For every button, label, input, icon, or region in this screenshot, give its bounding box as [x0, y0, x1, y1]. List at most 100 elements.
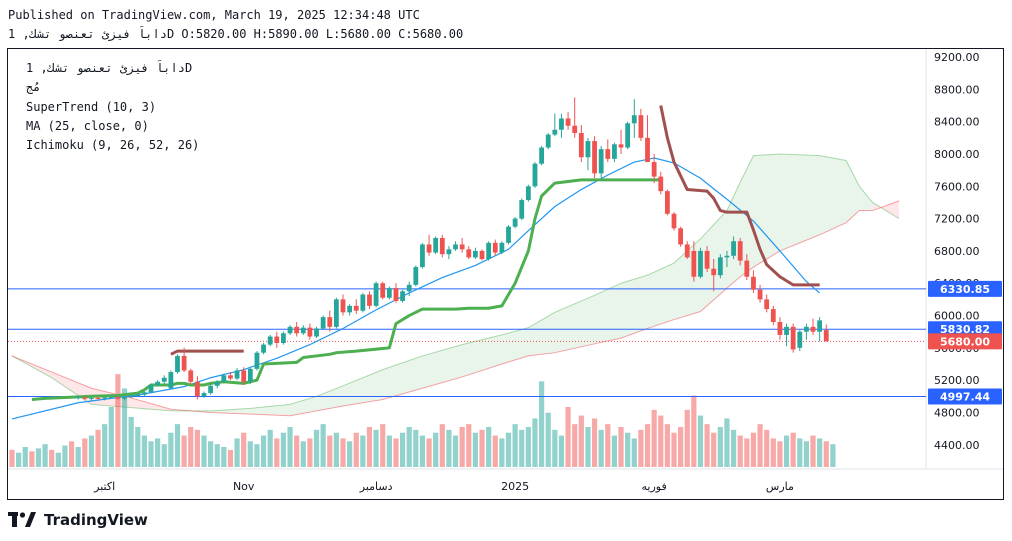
volume-bar: [155, 438, 161, 467]
supertrend-down-line: [170, 349, 244, 356]
legend-ma[interactable]: MA (25, close, 0): [26, 119, 149, 133]
volume-bar: [764, 429, 770, 467]
candle-body: [155, 381, 161, 385]
volume-bar: [466, 424, 472, 467]
volume-bar: [221, 447, 227, 467]
candle-body: [731, 241, 736, 256]
candle-body: [122, 396, 127, 399]
volume-bar: [68, 441, 75, 467]
volume-bar: [406, 427, 412, 467]
price-label-box: [928, 333, 1002, 350]
y-tick-label: 6800.00: [934, 245, 980, 258]
volume-bar: [638, 429, 644, 467]
volume-bar: [439, 424, 445, 467]
volume-bar: [300, 441, 306, 467]
candle-body: [261, 344, 266, 353]
volume-bar: [611, 435, 618, 467]
candle-body: [565, 118, 571, 126]
candle-body: [386, 288, 392, 298]
volume-bar: [35, 448, 42, 467]
y-tick-label: 7600.00: [934, 180, 980, 193]
ichimoku-cloud-segment: [462, 334, 502, 377]
ichimoku-cloud-segment: [819, 155, 847, 235]
candle-body: [698, 250, 703, 277]
price-label-box: [928, 280, 1002, 297]
volume-bar: [499, 438, 505, 467]
candle-body: [340, 299, 346, 313]
x-tick-label: اكتبر: [93, 480, 115, 493]
volume-bar: [572, 424, 578, 467]
volume-bar: [267, 429, 273, 467]
candle-body: [691, 250, 697, 277]
candle-body: [790, 326, 796, 350]
volume-bar: [181, 435, 187, 467]
volume-bar: [102, 424, 108, 467]
price-chart[interactable]: 9200.00 8800.00 8400.00 8000.00 7600.00 7200.…: [8, 49, 1003, 499]
candle-body: [658, 176, 664, 192]
volume-bar: [817, 438, 823, 467]
y-tick-label: 8800.00: [934, 83, 980, 96]
candle-body: [784, 326, 789, 335]
volume-bar: [214, 444, 220, 467]
volume-bar: [307, 438, 313, 467]
candle-body: [254, 352, 260, 369]
candle-body: [102, 397, 108, 399]
candle-body: [466, 249, 472, 258]
tradingview-logo[interactable]: TradingView: [8, 511, 148, 529]
candle-body: [446, 249, 452, 255]
volume-bar: [744, 438, 750, 467]
candle-body: [95, 397, 101, 399]
ichimoku-cloud-segment: [250, 404, 291, 416]
volume-bar: [62, 445, 68, 467]
legend-supertrend[interactable]: SuperTrend (10, 3): [26, 100, 157, 114]
candle-body: [631, 115, 637, 124]
candle-body: [764, 299, 770, 310]
candle-body: [234, 370, 240, 379]
volume-bar: [313, 429, 320, 467]
candle-body: [247, 368, 253, 382]
volume-bar: [539, 381, 545, 467]
volume-bar: [452, 435, 459, 467]
candle-body: [777, 322, 783, 335]
candle-body: [168, 372, 174, 389]
ichimoku-cloud-segment: [872, 200, 900, 219]
ichimoku-cloud-segment: [621, 275, 648, 339]
candle-body: [353, 305, 359, 311]
candle-body: [585, 141, 591, 158]
volume-bar: [49, 449, 55, 467]
volume-bar: [459, 427, 465, 467]
volume-bar: [644, 424, 651, 467]
volume-bar: [585, 427, 591, 467]
legend-ichimoku[interactable]: Ichimoku (9, 26, 52, 26): [26, 138, 200, 152]
candle-body: [241, 370, 247, 382]
volume-bar: [724, 418, 730, 467]
candle-body: [519, 200, 525, 219]
volume-bar: [254, 444, 260, 467]
candle-body: [684, 244, 690, 258]
candle-body: [605, 149, 611, 159]
ichimoku-cloud-segment: [131, 397, 171, 411]
volume-bar: [519, 429, 525, 467]
candle-body: [89, 397, 94, 399]
chart-frame[interactable]: 9200.00 8800.00 8400.00 8000.00 7600.00 7200.…: [7, 48, 1004, 500]
volume-bar: [128, 417, 134, 467]
volume-bar: [347, 441, 353, 467]
volume-bar: [678, 427, 684, 467]
candle-body: [559, 118, 564, 130]
candle-body: [651, 162, 657, 177]
volume-bar: [294, 435, 300, 467]
brand-name: TradingView: [44, 511, 148, 529]
volume-bar: [664, 424, 670, 467]
volume-bar: [830, 444, 836, 467]
volume-bar: [42, 444, 48, 467]
volume-bar: [201, 435, 207, 467]
candle-body: [433, 238, 439, 253]
candle-body: [506, 226, 511, 243]
y-tick-label: 5200.00: [934, 374, 980, 387]
candle-body: [228, 375, 233, 379]
candle-body: [572, 125, 578, 133]
candle-body: [201, 393, 207, 397]
legend-symbol[interactable]: داباَ فيزئ تعنصو تشك, 1D: [26, 61, 193, 75]
candle-body: [420, 244, 425, 268]
candle-body: [281, 333, 286, 343]
